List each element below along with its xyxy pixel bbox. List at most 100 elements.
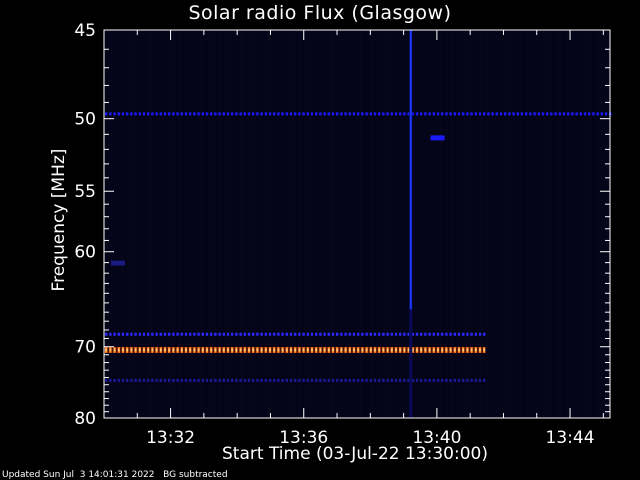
background-column [179, 30, 181, 418]
band-mark [205, 332, 209, 336]
band-mark [420, 332, 423, 336]
background-column [393, 30, 395, 418]
band-mark [411, 378, 414, 382]
band-mark [382, 112, 385, 116]
background-column [342, 30, 344, 418]
band-mark [428, 378, 431, 382]
background-column [494, 30, 496, 418]
band-mark [210, 332, 213, 336]
background-column [143, 30, 145, 418]
band-mark [411, 112, 414, 116]
band-mark [382, 332, 385, 336]
band-mark-core [374, 348, 376, 352]
band-mark [529, 112, 532, 116]
band-mark [457, 332, 461, 336]
background-column [389, 30, 391, 418]
band-mark [189, 332, 192, 336]
band-mark [399, 112, 402, 116]
band-mark [344, 112, 347, 116]
band-mark-core [172, 348, 175, 352]
band-mark [525, 112, 528, 116]
band-mark-core [147, 348, 149, 352]
background-column [255, 30, 257, 418]
background-column [573, 30, 575, 418]
y-tick-label: 50 [74, 110, 96, 130]
band-mark-core [109, 348, 112, 352]
band-mark [214, 332, 217, 336]
band-mark-core [277, 348, 280, 352]
background-column [501, 30, 503, 418]
band-mark [567, 112, 570, 116]
band-mark [163, 378, 167, 382]
background-column [552, 30, 554, 418]
band-mark-core [181, 348, 183, 352]
band-mark [294, 378, 297, 382]
band-mark [226, 112, 230, 116]
band-mark [113, 112, 116, 116]
band-mark [357, 332, 360, 336]
band-mark [466, 332, 469, 336]
band-mark-core [248, 348, 250, 352]
band-mark [462, 378, 465, 382]
background-column [526, 30, 528, 418]
vertical-line [409, 30, 412, 310]
band-mark [399, 332, 402, 336]
band-mark [252, 332, 255, 336]
band-mark [457, 378, 461, 382]
background-column [534, 30, 536, 418]
band-mark-core [349, 348, 351, 352]
band-mark [256, 332, 259, 336]
band-mark [378, 112, 381, 116]
background-column [190, 30, 192, 418]
band-mark [176, 112, 179, 116]
chart-title: Solar radio Flux (Glasgow) [188, 2, 452, 24]
band-mark [163, 332, 167, 336]
band-mark [184, 332, 188, 336]
background-column [277, 30, 279, 418]
background-column [176, 30, 178, 418]
background-column [295, 30, 297, 418]
background-column [414, 30, 416, 418]
band-mark [306, 112, 309, 116]
y-tick-label: 70 [74, 338, 96, 358]
band-mark [134, 378, 137, 382]
band-mark-core [466, 348, 469, 352]
band-mark-core [433, 348, 435, 352]
band-mark-core [445, 348, 448, 352]
x-axis-label: Start Time (03-Jul-22 13:30:00) [222, 444, 488, 464]
band-mark [176, 378, 179, 382]
band-mark [579, 112, 582, 116]
band-mark [348, 332, 351, 336]
band-mark-core [223, 348, 225, 352]
band-mark-core [231, 348, 233, 352]
band-mark [109, 112, 112, 116]
band-mark [222, 332, 225, 336]
band-mark [256, 378, 259, 382]
band-mark [252, 112, 255, 116]
band-mark-core [382, 348, 385, 352]
background-column [497, 30, 499, 418]
background-column [516, 30, 518, 418]
band-mark [394, 332, 398, 336]
background-column [440, 30, 442, 418]
band-mark [394, 112, 398, 116]
band-mark [386, 332, 389, 336]
band-mark [365, 112, 368, 116]
band-mark [289, 112, 293, 116]
band-mark [168, 332, 171, 336]
band-mark [147, 332, 150, 336]
background-column [306, 30, 308, 418]
band-mark [172, 332, 175, 336]
band-mark [180, 378, 183, 382]
band-mark-core [344, 348, 347, 352]
band-mark-core [340, 348, 343, 352]
band-mark [386, 112, 389, 116]
band-mark [436, 332, 440, 336]
band-mark [172, 112, 175, 116]
band-mark [197, 332, 200, 336]
band-mark-core [336, 348, 338, 352]
band-mark [168, 112, 171, 116]
band-mark [159, 378, 162, 382]
background-column [436, 30, 438, 418]
band-mark [159, 332, 162, 336]
